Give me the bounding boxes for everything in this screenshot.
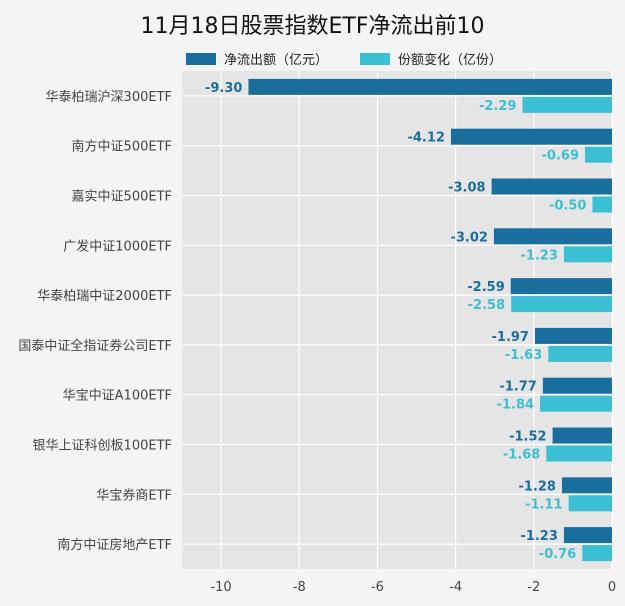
bar-share-change (540, 395, 612, 412)
bar-net-outflow (552, 427, 612, 444)
legend: 净流出额（亿元） 份额变化（亿份） (186, 49, 534, 68)
y-tick-label: 南方中证500ETF (72, 139, 172, 155)
legend-swatch-share-change (360, 52, 391, 65)
y-tick-label: 银华上证科创板100ETF (33, 439, 172, 454)
data-label-share-change: -1.84 (497, 398, 534, 413)
bar-net-outflow (563, 527, 612, 544)
bar-share-change (568, 495, 612, 512)
data-label-net-outflow: -4.12 (407, 131, 444, 146)
data-label-net-outflow: -1.28 (518, 479, 555, 494)
data-label-net-outflow: -1.52 (509, 430, 546, 445)
plot-area (182, 71, 612, 569)
bar-share-change (592, 196, 612, 213)
legend-item-net-outflow: 净流出额（亿元） (186, 49, 328, 68)
data-label-share-change: -0.69 (542, 149, 579, 164)
data-label-net-outflow: -1.23 (520, 529, 557, 544)
bar-net-outflow (510, 278, 612, 295)
data-label-share-change: -1.68 (503, 448, 540, 463)
x-tick-label: -6 (371, 580, 384, 595)
y-tick-label: 华泰柏瑞中证2000ETF (37, 289, 172, 304)
data-label-share-change: -1.63 (505, 348, 542, 363)
bar-net-outflow (542, 377, 612, 394)
data-label-net-outflow: -1.97 (492, 330, 529, 345)
bar-share-change (548, 345, 612, 362)
x-tick-label: -8 (293, 580, 306, 595)
x-tick-label: -10 (210, 580, 231, 595)
bar-net-outflow (534, 327, 612, 344)
y-tick-label: 广发中证1000ETF (63, 238, 172, 254)
x-tick-label: 0 (608, 580, 616, 595)
x-tick-label: -4 (449, 580, 462, 595)
bar-share-change (546, 445, 612, 462)
bar-share-change (563, 246, 612, 263)
y-tick-label: 国泰中证全指证券公司ETF (18, 338, 172, 354)
data-label-net-outflow: -3.02 (450, 230, 487, 245)
data-label-share-change: -2.58 (468, 298, 505, 313)
data-label-net-outflow: -1.77 (499, 380, 536, 395)
data-label-share-change: -0.76 (539, 547, 576, 562)
data-label-share-change: -1.11 (525, 497, 562, 512)
bar-share-change (585, 146, 612, 163)
bar-share-change (522, 96, 612, 113)
y-tick-label: 华泰柏瑞沪深300ETF (46, 89, 172, 105)
bar-share-change (511, 296, 612, 313)
bar-net-outflow (491, 178, 612, 195)
data-label-share-change: -1.23 (520, 248, 557, 263)
legend-item-share-change: 份额变化（亿份） (360, 49, 502, 68)
y-tick-label: 华宝券商ETF (96, 487, 172, 503)
bar-net-outflow (493, 228, 612, 245)
legend-label-net-outflow: 净流出额（亿元） (224, 53, 329, 68)
data-label-net-outflow: -2.59 (467, 280, 504, 295)
bar-net-outflow (248, 78, 613, 95)
data-label-net-outflow: -9.30 (205, 81, 242, 96)
bar-net-outflow (450, 128, 612, 145)
y-tick-label: 华宝中证A100ETF (63, 389, 172, 404)
data-label-net-outflow: -3.08 (448, 181, 485, 196)
bar-share-change (582, 545, 612, 562)
data-label-share-change: -0.50 (549, 199, 586, 214)
legend-swatch-net-outflow (186, 52, 216, 65)
chart-title: 11月18日股票指数ETF净流出前10 (140, 14, 485, 39)
bar-net-outflow (561, 477, 612, 494)
y-tick-label: 嘉实中证500ETF (72, 190, 172, 205)
data-label-share-change: -2.29 (479, 99, 516, 114)
x-tick-label: -2 (527, 580, 540, 595)
y-tick-label: 南方中证房地产ETF (57, 537, 172, 553)
legend-label-share-change: 份额变化（亿份） (398, 53, 503, 68)
